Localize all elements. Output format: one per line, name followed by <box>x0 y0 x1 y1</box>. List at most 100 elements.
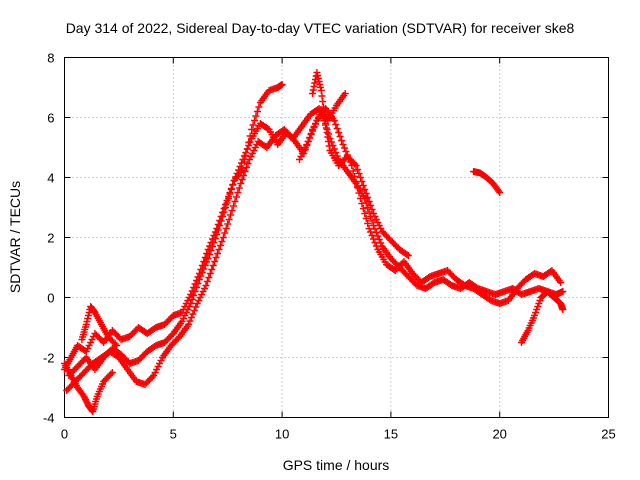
data-point <box>319 103 327 111</box>
data-point <box>355 170 363 177</box>
data-point <box>368 206 376 213</box>
data-point <box>322 120 330 127</box>
data-point <box>371 239 379 246</box>
y-tick-label: 0 <box>47 291 54 306</box>
data-point <box>241 168 249 175</box>
data-point <box>220 208 228 216</box>
data-point <box>209 262 217 269</box>
data-point <box>333 125 341 132</box>
y-tick-label: -2 <box>43 351 55 366</box>
data-point <box>496 189 504 196</box>
data-point <box>369 235 377 243</box>
data-point <box>239 156 247 163</box>
y-tick-label: 8 <box>47 51 54 66</box>
data-point <box>251 117 259 124</box>
data-point <box>211 258 219 265</box>
x-tick-label: 10 <box>275 427 289 442</box>
data-point <box>218 238 226 245</box>
data-point <box>367 228 375 236</box>
data-point <box>217 217 225 225</box>
data-point <box>205 274 213 281</box>
data-point <box>240 152 248 160</box>
data-point <box>358 200 366 207</box>
data-point <box>224 195 232 202</box>
data-point <box>253 108 261 115</box>
x-tick-label: 25 <box>601 427 615 442</box>
data-point <box>198 269 206 276</box>
series-track-7 <box>517 288 567 346</box>
data-point <box>210 239 218 246</box>
data-layer <box>61 69 567 415</box>
data-point <box>559 306 567 313</box>
data-point <box>304 138 312 145</box>
data-point <box>222 225 230 232</box>
data-point <box>214 226 222 234</box>
data-point <box>206 251 214 258</box>
data-point <box>191 288 199 295</box>
data-point <box>356 195 364 202</box>
chart-title: Day 314 of 2022, Sidereal Day-to-day VTE… <box>66 20 575 36</box>
data-point <box>367 202 375 209</box>
data-point <box>221 229 229 237</box>
data-point <box>237 180 245 187</box>
data-point <box>148 373 156 381</box>
data-point <box>208 243 216 250</box>
data-point <box>248 126 256 133</box>
data-point <box>216 242 224 249</box>
data-point <box>349 167 357 175</box>
data-point <box>403 251 411 258</box>
data-point <box>243 145 251 153</box>
data-point <box>338 137 346 144</box>
data-point <box>362 215 370 222</box>
data-point <box>355 189 363 197</box>
data-point <box>244 160 252 167</box>
data-point <box>229 181 237 189</box>
y-tick-label: 4 <box>47 171 54 186</box>
data-point <box>361 186 369 193</box>
data-point <box>222 204 230 211</box>
data-point <box>216 222 224 229</box>
data-point <box>237 159 245 167</box>
data-point <box>238 176 246 183</box>
data-point <box>325 142 333 150</box>
data-point <box>255 103 263 111</box>
data-point <box>336 133 344 140</box>
data-point <box>372 242 380 250</box>
data-point <box>88 407 96 414</box>
data-point <box>227 211 235 219</box>
data-point <box>227 186 235 193</box>
data-point <box>311 120 319 128</box>
data-point <box>342 148 350 155</box>
series-track-4 <box>296 105 565 307</box>
data-point <box>202 282 210 289</box>
data-point <box>252 112 260 120</box>
data-point <box>309 90 317 97</box>
data-point <box>242 149 250 156</box>
data-point <box>368 232 376 239</box>
data-point <box>320 109 328 116</box>
data-point <box>368 217 376 225</box>
data-point <box>310 83 318 90</box>
data-point <box>203 278 211 285</box>
data-point <box>212 254 220 261</box>
data-point <box>111 340 119 348</box>
data-point <box>228 207 236 214</box>
x-tick-label: 0 <box>61 427 68 442</box>
series-track-6 <box>470 168 504 196</box>
data-point <box>309 127 317 135</box>
data-point <box>325 138 333 145</box>
data-point <box>249 121 257 129</box>
data-point <box>339 141 347 148</box>
data-point <box>245 142 253 149</box>
series-track-5 <box>309 69 412 259</box>
series-track-8 <box>61 360 116 415</box>
data-point <box>201 262 209 269</box>
data-point <box>190 292 198 299</box>
data-point <box>226 190 234 198</box>
data-point <box>207 247 215 254</box>
data-point <box>219 213 227 220</box>
data-point <box>211 235 219 242</box>
y-tick-label: 2 <box>47 231 54 246</box>
data-point <box>557 279 565 286</box>
x-axis-title: GPS time / hours <box>283 457 390 473</box>
